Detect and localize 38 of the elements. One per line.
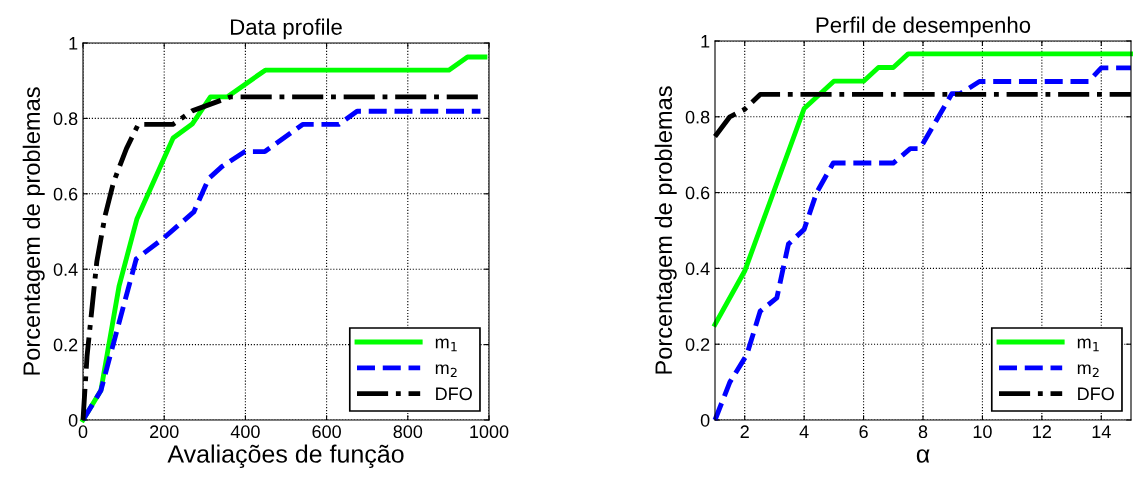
y-axis-title: Porcentagem de problemas <box>22 87 45 375</box>
x-tick-label: 12 <box>1033 425 1051 438</box>
line-series <box>712 51 1133 327</box>
y-tick-label: 0.4 <box>53 263 78 276</box>
y-tick-label: 0.4 <box>685 262 710 276</box>
x-tick-label: 600 <box>312 425 341 439</box>
legend-label: m$_{1}$ <box>1077 338 1099 352</box>
x-tick-label: 14 <box>1092 425 1111 438</box>
legend-label: DFO <box>1078 387 1114 401</box>
y-tick-label: 0.6 <box>53 187 78 201</box>
legend-label: m$_{1}$ <box>435 338 457 352</box>
y-tick-label: 0 <box>68 413 78 427</box>
x-tick-label: 400 <box>230 425 260 439</box>
x-tick-label: 800 <box>393 425 423 439</box>
x-tick-label: 10 <box>973 425 992 439</box>
y-tick-label: 0.2 <box>685 338 710 351</box>
y-tick-label: 0.6 <box>685 186 710 200</box>
legend-label: m$_{2}$ <box>435 364 457 378</box>
x-tick-label: 4 <box>799 425 809 438</box>
y-tick-label: 0.8 <box>53 112 78 126</box>
x-tick-label: 200 <box>150 425 179 439</box>
legend-label: DFO <box>436 387 472 401</box>
x-tick-label: 6 <box>859 425 868 439</box>
y-tick-label: 0.2 <box>53 338 78 352</box>
x-tick-label: 0 <box>78 425 88 439</box>
y-tick-label: 0 <box>700 413 710 427</box>
y-tick-label: 1 <box>701 35 710 48</box>
legend-label: m$_{2}$ <box>1077 364 1099 378</box>
y-tick-label: 0.8 <box>685 110 710 124</box>
x-axis-title: α <box>916 449 930 463</box>
x-tick-label: 8 <box>918 425 928 439</box>
chart-title: Perfil de desempenho <box>816 16 1031 38</box>
x-tick-label: 1000 <box>470 425 509 439</box>
chart-title: Data profile <box>231 18 342 40</box>
y-axis-title: Porcentagem de problemas <box>654 86 677 374</box>
y-tick-label: 1 <box>69 37 78 50</box>
x-axis-title: Avaliações de função <box>167 444 404 468</box>
x-tick-label: 2 <box>740 425 749 438</box>
